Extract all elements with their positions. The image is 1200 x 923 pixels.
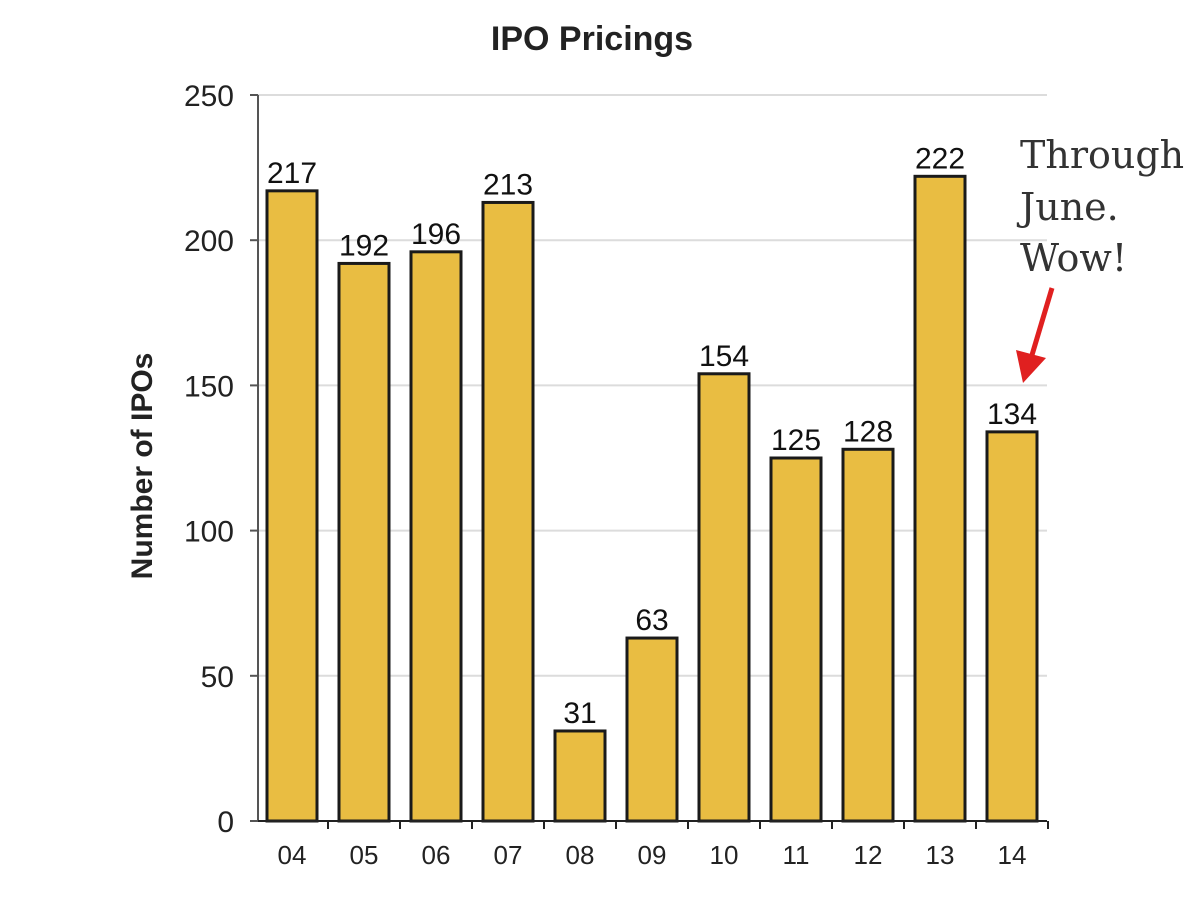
x-tick-label: 14: [998, 840, 1027, 870]
bar-10: [697, 372, 751, 823]
annotation-arrowhead: [1016, 350, 1046, 383]
y-tick-label: 250: [184, 80, 234, 113]
y-tick-label: 150: [184, 370, 234, 403]
x-tick-label: 06: [422, 840, 451, 870]
x-tick-label: 12: [854, 840, 883, 870]
data-label: 154: [699, 340, 749, 373]
x-tick-label: 08: [566, 840, 595, 870]
data-label: 222: [915, 142, 965, 175]
bar-05: [337, 261, 391, 823]
bar-14: [985, 430, 1039, 823]
y-axis-label: Number of IPOs: [126, 353, 159, 580]
bar-07: [481, 200, 535, 823]
x-tick-label: 05: [350, 840, 379, 870]
bar-04: [265, 189, 319, 823]
y-tick-label: 50: [201, 661, 234, 694]
bar-06: [409, 250, 463, 823]
annotation: Through June. Wow!: [1016, 133, 1184, 383]
bar-08: [553, 729, 607, 823]
x-tick-label: 07: [494, 840, 523, 870]
data-label: 217: [267, 157, 317, 190]
annotation-line-1: Through: [1020, 133, 1184, 177]
x-tick-label: 10: [710, 840, 739, 870]
bar-11: [769, 456, 823, 823]
y-tick-label: 0: [217, 806, 234, 839]
data-label: 31: [563, 697, 596, 730]
y-tick-label: 200: [184, 225, 234, 258]
y-tick-label: 100: [184, 516, 234, 549]
annotation-arrow: [1029, 287, 1055, 356]
data-label: 196: [411, 218, 461, 251]
chart-title: IPO Pricings: [491, 20, 693, 58]
x-tick-label: 11: [783, 840, 810, 870]
x-tick-label: 04: [278, 840, 307, 870]
bar-12: [841, 447, 895, 823]
bar-13: [913, 174, 967, 823]
data-label: 192: [339, 229, 389, 262]
data-label: 128: [843, 415, 893, 448]
annotation-line-3: Wow!: [1020, 236, 1127, 280]
data-label: 134: [987, 398, 1037, 431]
data-label: 213: [483, 168, 533, 201]
annotation-line-2: June.: [1016, 185, 1119, 229]
x-tick-label: 13: [926, 840, 955, 870]
bar-09: [625, 636, 679, 823]
data-label: 63: [635, 604, 668, 637]
x-tick-label: 09: [638, 840, 667, 870]
data-label: 125: [771, 424, 821, 457]
